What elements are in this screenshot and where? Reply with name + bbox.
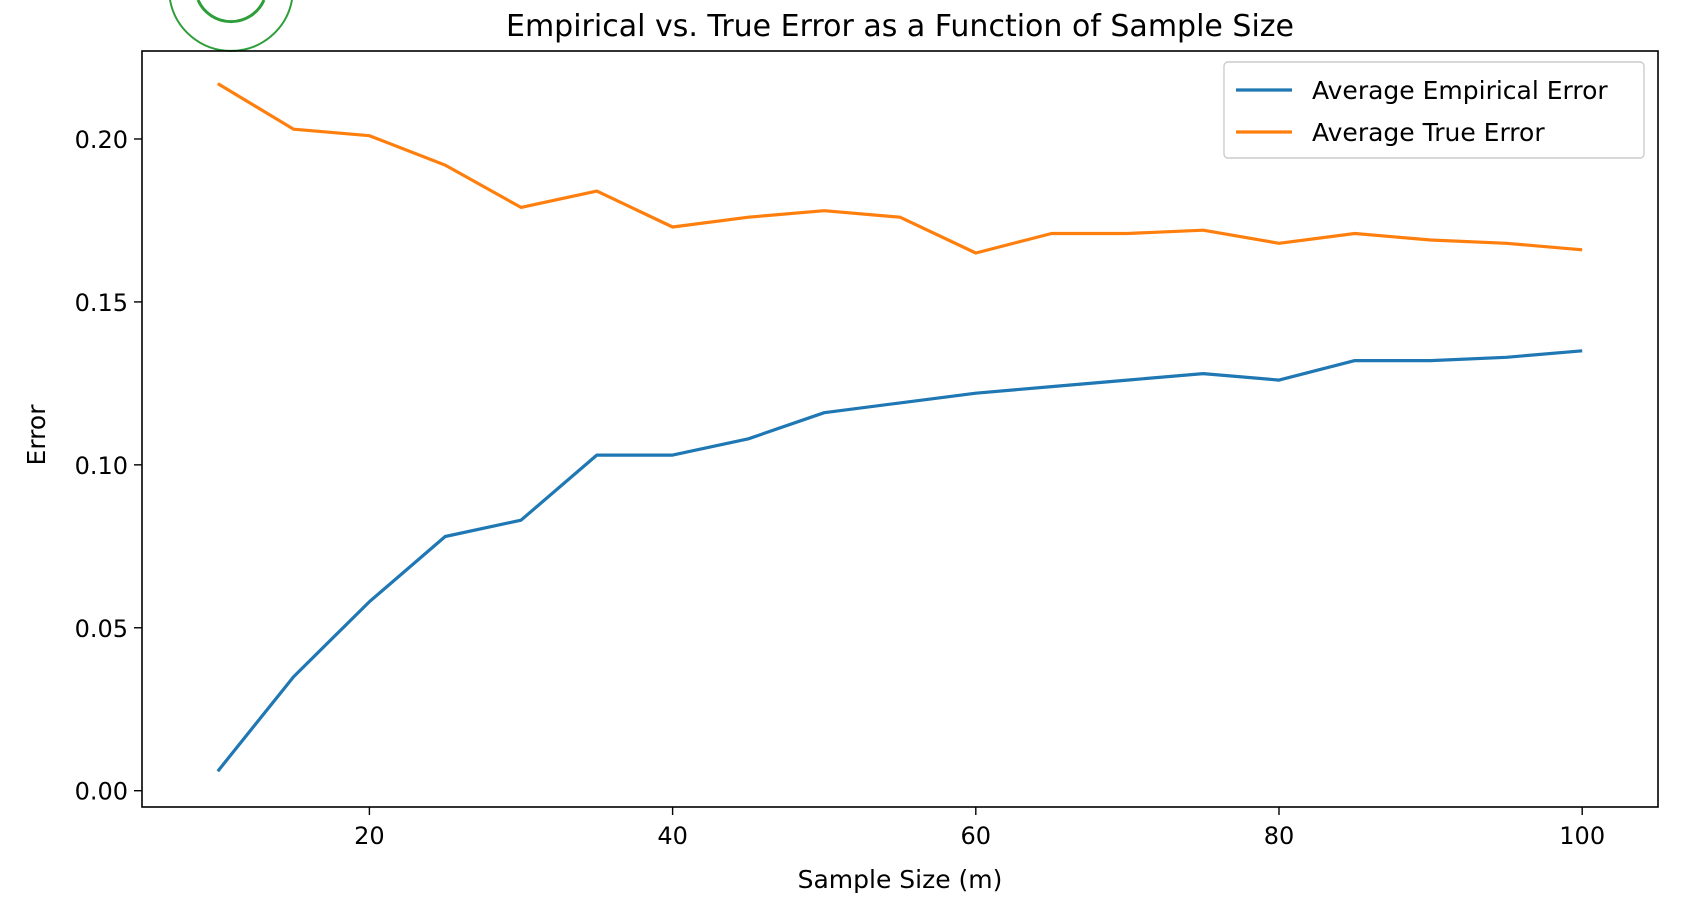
legend-label: Average True Error xyxy=(1312,118,1545,147)
x-tick-label: 60 xyxy=(961,822,992,850)
x-tick-label: 80 xyxy=(1264,822,1295,850)
series-line-average-true-error xyxy=(216,82,1583,255)
y-tick-label: 0.05 xyxy=(75,615,128,643)
y-tick-label: 0.20 xyxy=(75,126,128,154)
y-axis-label: Error xyxy=(22,404,51,466)
plot-frame xyxy=(141,50,1659,808)
x-tick-label: 100 xyxy=(1559,822,1605,850)
y-tick-label: 0.10 xyxy=(75,452,128,480)
legend-box xyxy=(1223,61,1645,159)
legend: Average Empirical Error Average True Erro… xyxy=(1223,61,1645,159)
x-tick-label: 20 xyxy=(354,822,385,850)
series-line-average-empirical-error xyxy=(216,349,1583,773)
x-axis-label: Sample Size (m) xyxy=(798,865,1003,894)
y-tick-label: 0.00 xyxy=(75,778,128,806)
x-tick-label: 40 xyxy=(657,822,688,850)
legend-label: Average Empirical Error xyxy=(1312,76,1608,105)
logo-icon xyxy=(169,0,293,52)
chart-title: Empirical vs. True Error as a Function o… xyxy=(506,9,1294,44)
y-tick-label: 0.15 xyxy=(75,289,128,317)
